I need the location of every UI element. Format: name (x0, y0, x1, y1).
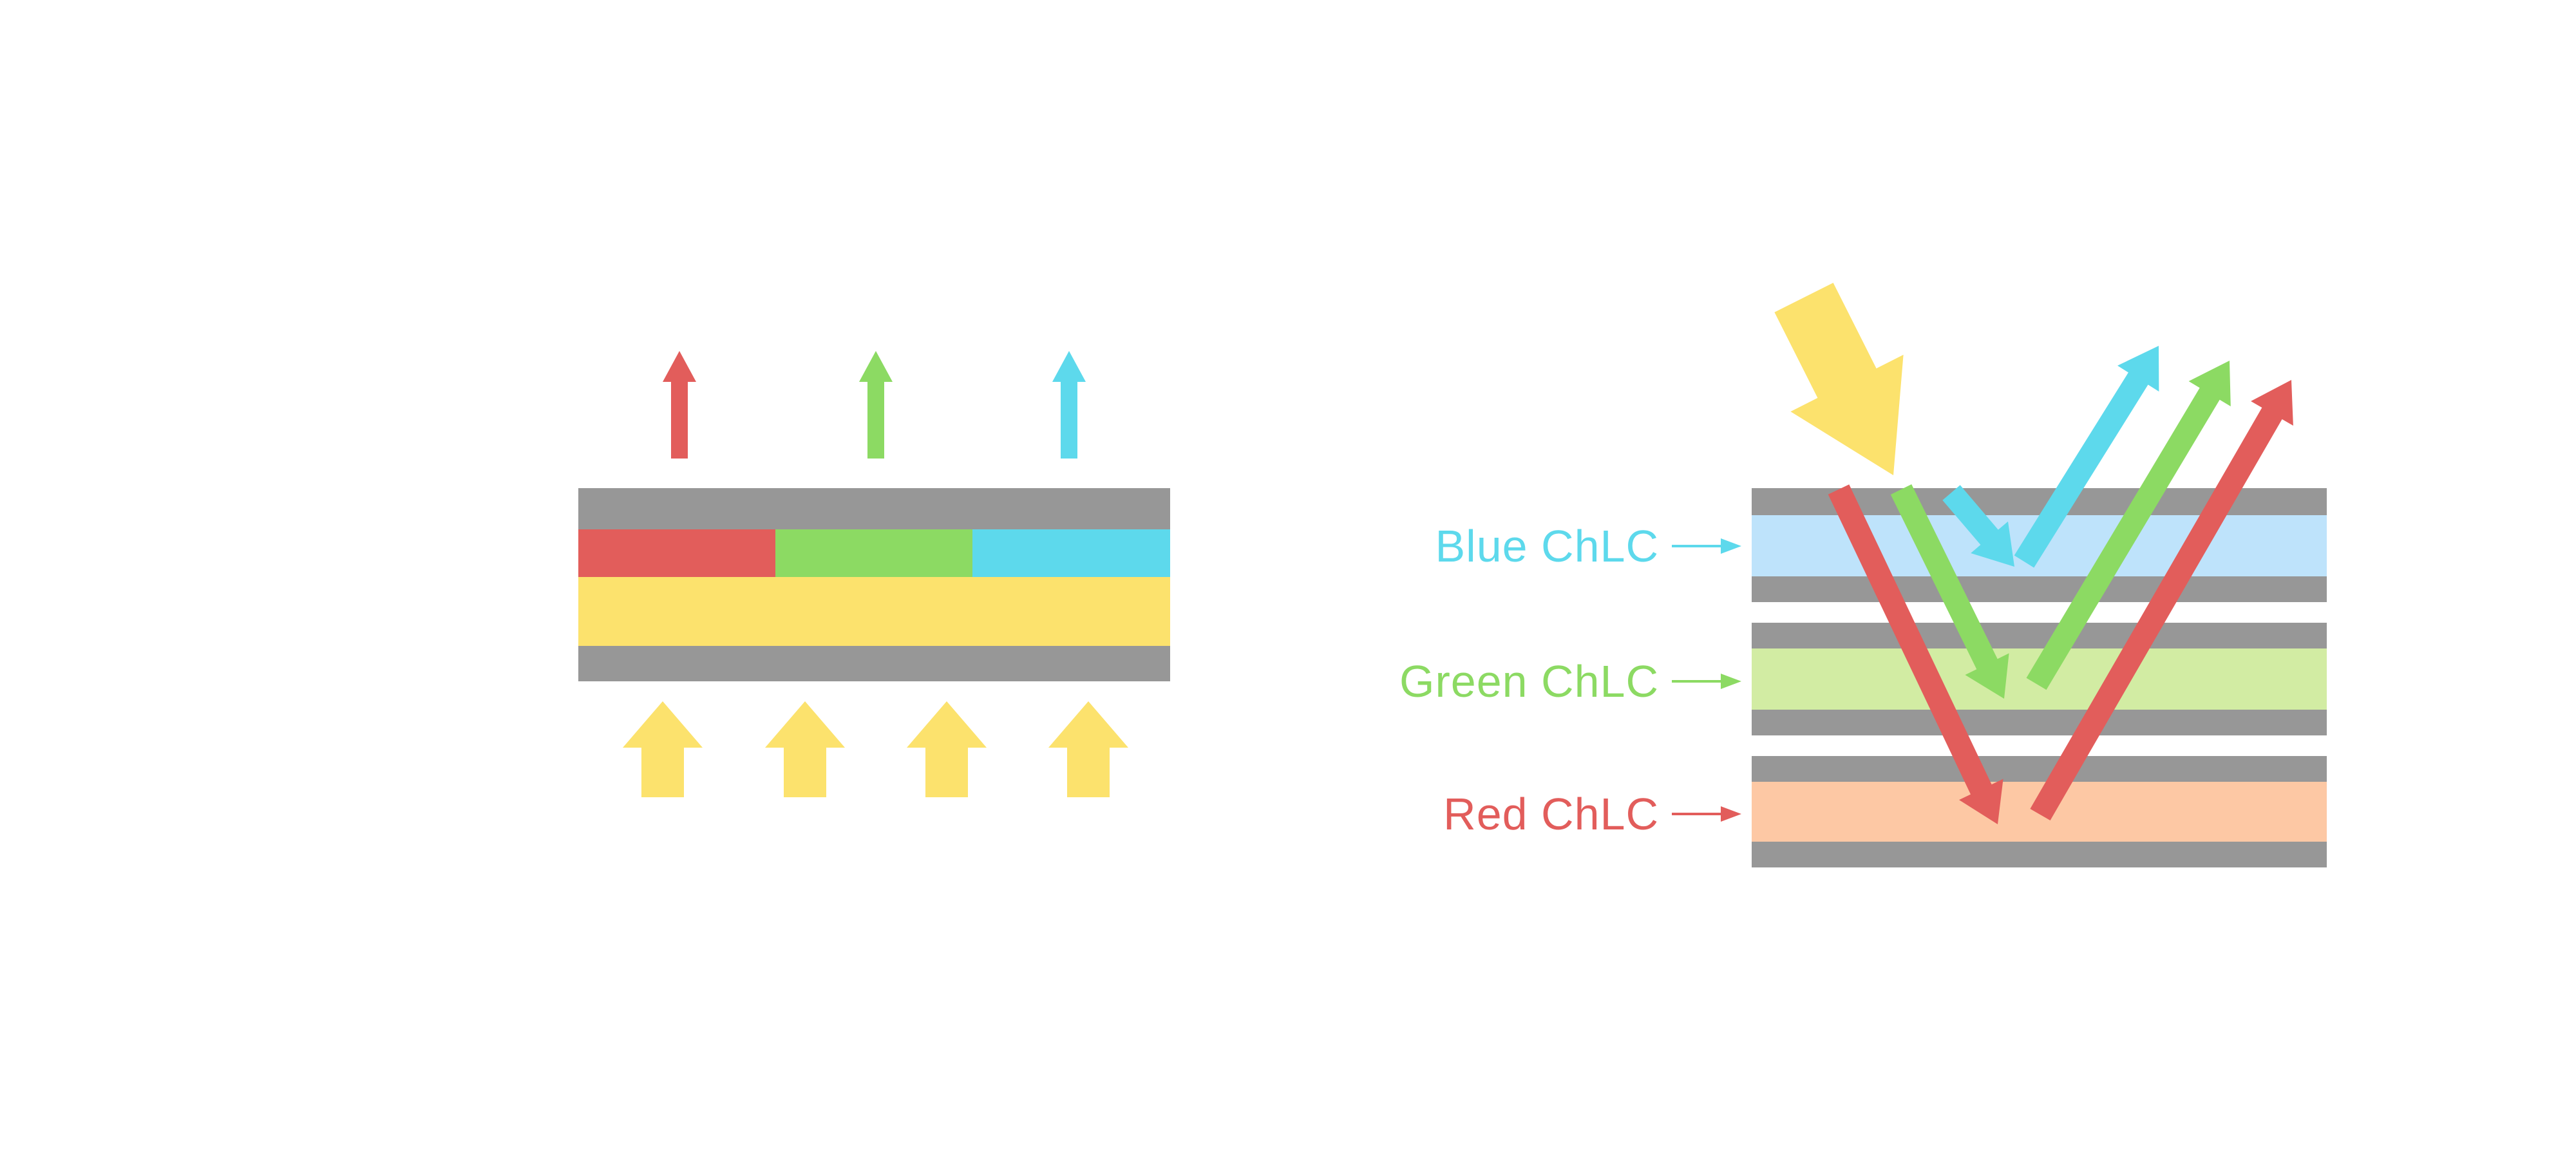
red-chlc-label: Red ChLC (1443, 789, 1659, 839)
top-substrate-bar (578, 488, 1170, 529)
emitted-cyan-arrow-icon (1052, 351, 1086, 459)
backlight-arrow-icon (765, 701, 845, 797)
green-filter-segment (775, 529, 972, 577)
substrate-bar (1752, 576, 2327, 602)
red-beam-down-arrow-icon (1828, 484, 2003, 824)
emitted-red-arrow-icon (663, 351, 696, 459)
substrate-bar (1752, 623, 2327, 648)
bottom-substrate-bar (578, 646, 1170, 681)
cyan-beam-down-arrow-icon (1942, 485, 2014, 567)
red-beam-reflected-arrow-icon (2030, 380, 2293, 820)
substrate-bar (1752, 842, 2327, 867)
cyan-beam-reflected-arrow-icon (2014, 346, 2159, 568)
red-filter-segment (578, 529, 775, 577)
transmissive-stack-diagram (578, 351, 1170, 797)
blue-label-arrow-icon (1672, 538, 1741, 554)
green-chlc-label: Green ChLC (1399, 656, 1659, 706)
substrate-bar (1752, 756, 2327, 782)
green-beam-down-arrow-icon (1890, 484, 2009, 699)
backlight-arrow-icon (623, 701, 703, 797)
backlight-arrow-icon (1048, 701, 1128, 797)
blue-chlc-label: Blue ChLC (1435, 521, 1659, 571)
substrate-bar (1752, 710, 2327, 735)
cyan-filter-segment (972, 529, 1170, 577)
reflective-chlc-stack-diagram: Blue ChLC Green ChLC Red ChLC (1399, 283, 2327, 867)
yellow-backlight-layer (578, 577, 1170, 646)
green-beam-reflected-arrow-icon (2026, 361, 2231, 690)
red-label-arrow-icon (1672, 806, 1741, 822)
emitted-green-arrow-icon (859, 351, 893, 459)
green-label-arrow-icon (1672, 674, 1741, 689)
incident-light-arrow-icon (1774, 283, 1904, 475)
backlight-arrow-icon (907, 701, 987, 797)
